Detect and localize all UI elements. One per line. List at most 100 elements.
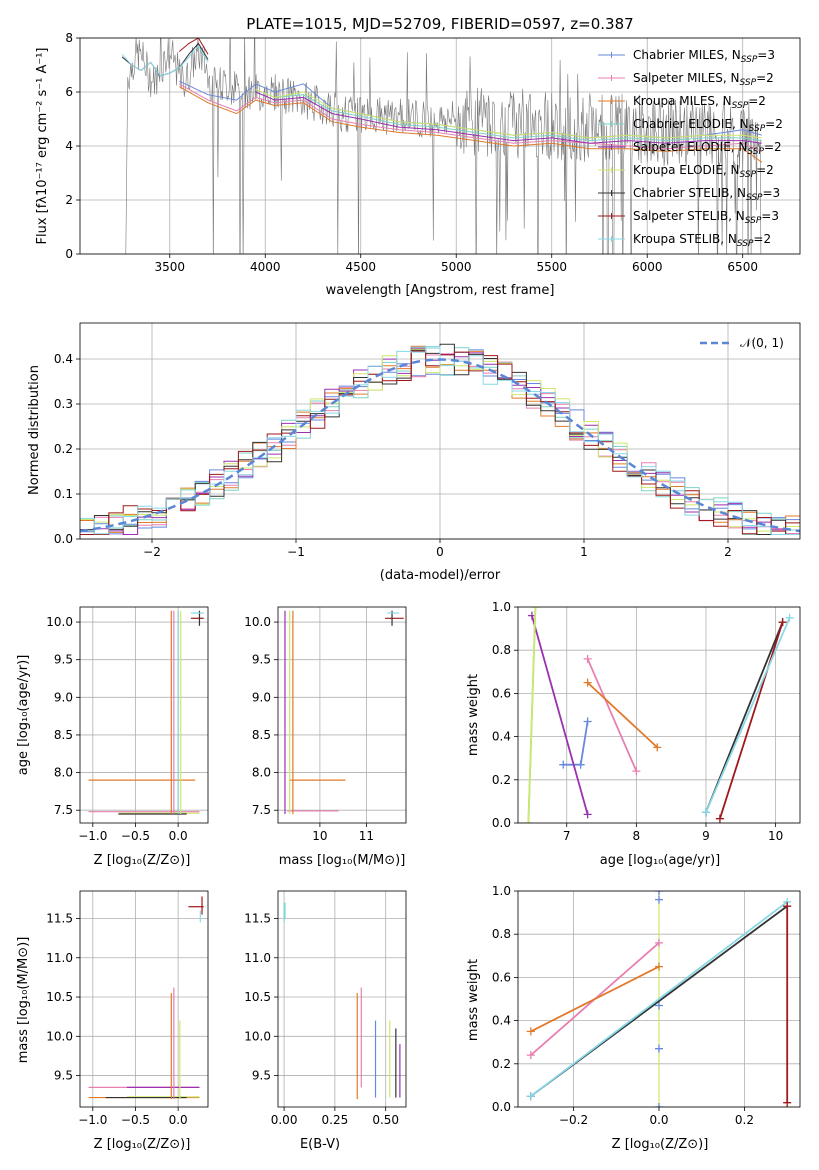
- weight-vs-z-panel: −0.2 0.0 0.2 0.0 0.2 0.4 0.6 0.8 1.0: [492, 884, 801, 1127]
- axes-frame: [277, 606, 407, 824]
- data-point: [655, 938, 663, 947]
- age-vs-mass-panel: 10 11 7.5 8.0 8.5 9.0 9.5 10.0: [244, 606, 407, 843]
- y-tick-label: 0.8: [492, 643, 511, 657]
- legend-label-rest: =3: [761, 209, 779, 223]
- x-tick-label: 0.0: [649, 1113, 668, 1127]
- legend-label-subscript: SSP: [745, 216, 762, 226]
- weight-z-ylabel: mass weight: [466, 959, 481, 1041]
- x-tick-label: 4500: [345, 260, 376, 274]
- y-tick-label: 10.0: [46, 615, 73, 629]
- data-point: [524, 819, 533, 823]
- age-mass-xlabel: mass [log₁₀(M/M⊙)]: [279, 853, 406, 868]
- legend-label-rest: =3: [763, 186, 781, 200]
- spectrum-title: PLATE=1015, MJD=52709, FIBERID=0597, z=0…: [246, 15, 633, 33]
- legend-label: Salpeter MILES, NSSP=2: [633, 71, 774, 88]
- data-point: [655, 962, 663, 971]
- data-point: [526, 1027, 535, 1036]
- x-tick-label: 2: [724, 545, 732, 559]
- spectrum-legend: Chabrier MILES, NSSP=3 Salpeter MILES, NS…: [598, 48, 783, 249]
- axes-frame: [79, 890, 209, 1108]
- spectrum-panel: 3500 4000 4500 5000 5500 6000 6500 0 2 4 6 8: [65, 31, 801, 274]
- data-point: [559, 760, 568, 769]
- legend-label-rest: =2: [765, 117, 783, 131]
- y-tick-label: 6: [65, 85, 73, 99]
- gridlines: [80, 607, 208, 823]
- legend-label-subscript: SSP: [741, 55, 758, 65]
- data-point: [655, 1103, 663, 1107]
- mass-z-xlabel: Z [log₁₀(Z/Z⊙)]: [94, 1137, 191, 1152]
- y-tick-label: 7.5: [252, 803, 271, 817]
- x-tick-label: 3500: [154, 260, 185, 274]
- y-tick-label: 0.0: [492, 816, 511, 830]
- weight-track-line: [586, 681, 658, 749]
- y-tick-label: 0.6: [492, 686, 511, 700]
- legend-label-rest: =2: [764, 140, 782, 154]
- x-tick-label: 0.25: [322, 1113, 349, 1127]
- legend-label-subscript: SSP: [747, 147, 764, 157]
- y-tick-label: 10.0: [244, 615, 271, 629]
- data-point: [526, 1051, 535, 1060]
- y-tick-label: 9.5: [252, 1069, 271, 1083]
- x-tick-label: 4000: [250, 260, 281, 274]
- plot-area: [283, 902, 401, 1100]
- y-tick-label: 9.0: [252, 690, 271, 704]
- y-tick-label: 9.5: [54, 1069, 73, 1083]
- data-point: [778, 618, 787, 627]
- mass-z-ylabel: mass [log₁₀(M/M⊙)]: [16, 937, 31, 1064]
- data-point: [702, 808, 710, 817]
- weight-track-line: [719, 621, 784, 819]
- weight-track-line: [531, 615, 589, 815]
- model-spectrum-line: [121, 45, 209, 77]
- model-spectrum-line: [179, 83, 762, 152]
- legend-swatch-marker: [608, 236, 615, 242]
- x-tick-label: −0.2: [559, 1113, 588, 1127]
- y-tick-label: 0.4: [492, 730, 511, 744]
- weight-vs-age-panel: 7 8 9 10 0.0 0.2 0.4 0.6 0.8 1.0: [492, 600, 801, 843]
- plot-area: [526, 891, 792, 1107]
- spectrum-xlabel: wavelength [Angstrom, rest frame]: [326, 283, 555, 298]
- y-tick-label: 8.5: [54, 728, 73, 742]
- residual-histogram-step: [80, 346, 800, 535]
- legend-label: Chabrier STELIB, NSSP=3: [633, 186, 780, 203]
- y-tick-label: 2: [65, 193, 73, 207]
- model-spectrum-line: [179, 86, 763, 163]
- axes-frame: [277, 890, 407, 1108]
- y-tick-label: 11.0: [46, 951, 73, 965]
- y-tick-label: 9.5: [252, 653, 271, 667]
- x-tick-label: −1: [287, 545, 305, 559]
- y-tick-label: 0.4: [492, 1014, 511, 1028]
- legend-swatch-marker: [608, 121, 615, 127]
- y-tick-label: 8.0: [54, 766, 73, 780]
- x-tick-label: 0.0: [169, 1113, 188, 1127]
- x-tick-label: 11: [359, 829, 374, 843]
- legend-label: Chabrier ELODIE, NSSP=2: [633, 117, 783, 134]
- y-tick-label: 10.0: [46, 1029, 73, 1043]
- x-tick-label: −0.5: [121, 829, 150, 843]
- y-tick-label: 8.0: [252, 766, 271, 780]
- normal-legend-label: 𝒩(0, 1): [740, 336, 784, 350]
- y-tick-label: 8.5: [252, 728, 271, 742]
- x-tick-label: 0.00: [271, 1113, 298, 1127]
- residual-legend: 𝒩(0, 1): [700, 336, 784, 350]
- y-tick-label: 11.0: [244, 951, 271, 965]
- y-tick-label: 0.1: [54, 487, 73, 501]
- y-tick-label: 11.5: [46, 911, 73, 925]
- y-tick-label: 7.5: [54, 803, 73, 817]
- weight-z-xlabel: Z [log₁₀(Z/Z⊙)]: [612, 1137, 709, 1152]
- y-tick-label: 10.0: [244, 1029, 271, 1043]
- data-point: [655, 891, 663, 895]
- observed-spectrum-line: [125, 38, 762, 254]
- weight-track-line: [530, 901, 788, 1097]
- age-z-ylabel: age [log₁₀(age/yr)]: [16, 655, 31, 776]
- legend-swatch-marker: [608, 144, 615, 150]
- x-tick-label: 8: [633, 829, 641, 843]
- weight-age-ylabel: mass weight: [466, 674, 481, 756]
- x-tick-label: 5500: [536, 260, 567, 274]
- data-point: [632, 767, 641, 776]
- y-tick-label: 0.3: [54, 397, 73, 411]
- plot-area: [80, 343, 800, 535]
- plot-area: [524, 607, 794, 823]
- legend-label-subscript: SSP: [740, 170, 757, 180]
- residual-histogram-step: [80, 348, 800, 535]
